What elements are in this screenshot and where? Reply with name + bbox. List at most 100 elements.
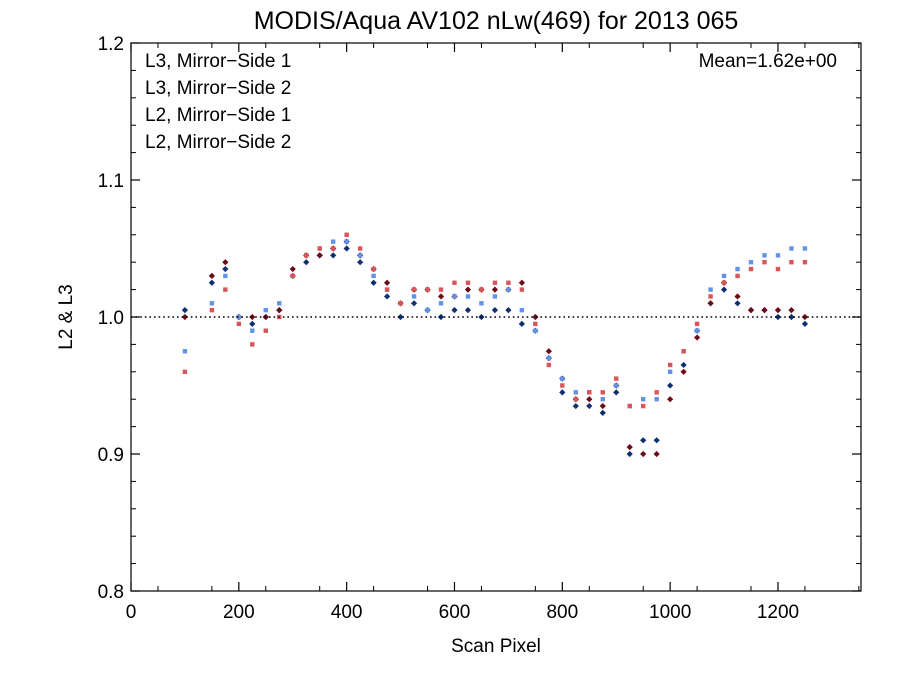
data-point	[640, 403, 646, 409]
data-point	[762, 260, 767, 265]
chart-title: MODIS/Aqua AV102 nLw(469) for 2013 065	[254, 7, 739, 35]
data-point	[223, 287, 228, 292]
data-point	[383, 279, 391, 286]
data-point	[250, 342, 255, 347]
data-point	[411, 294, 417, 299]
data-point	[397, 313, 404, 321]
data-point	[506, 280, 511, 285]
data-point	[276, 307, 283, 314]
data-point	[464, 286, 472, 293]
data-point	[667, 369, 673, 374]
data-point	[465, 294, 471, 299]
data-point	[627, 403, 632, 409]
data-point	[573, 390, 578, 395]
data-point	[560, 383, 565, 388]
data-point	[492, 294, 498, 299]
data-point	[357, 246, 363, 251]
data-point	[303, 259, 310, 266]
tick-labels: 0 200 400 600 800 1000 1200 0.8 0.9 1.0 1.1 1.2	[98, 34, 800, 623]
data-point	[573, 397, 578, 402]
data-point	[371, 273, 376, 279]
data-point	[277, 301, 282, 306]
data-point	[533, 321, 538, 327]
data-point	[344, 239, 349, 244]
data-point	[438, 301, 444, 306]
data-point	[802, 246, 808, 251]
legend-entry-l3-mirror-side-1: L3, Mirror−Side 1	[145, 51, 291, 72]
legend-entry-l2-mirror-side-1: L2, Mirror−Side 1	[145, 105, 291, 126]
x-tick-label: 1200	[757, 602, 799, 623]
data-point	[721, 273, 727, 279]
data-point	[653, 437, 660, 444]
data-point	[411, 287, 417, 292]
data-point	[599, 402, 606, 410]
data-point	[667, 362, 673, 368]
data-point	[599, 409, 606, 417]
data-point	[464, 307, 472, 314]
data-point	[371, 266, 376, 272]
data-point	[304, 253, 309, 258]
data-point	[789, 260, 794, 265]
data-point	[223, 273, 228, 279]
data-point	[317, 246, 322, 251]
data-point	[236, 314, 242, 320]
legend-entry-l2-mirror-side-2: L2, Mirror−Side 2	[145, 132, 291, 153]
x-tick-label: 600	[439, 602, 471, 623]
y-tick-label: 0.8	[98, 582, 124, 603]
data-point	[762, 253, 767, 258]
data-point	[465, 280, 471, 285]
y-tick-label: 1.0	[98, 308, 124, 329]
data-point	[694, 328, 700, 333]
data-point	[344, 232, 349, 237]
data-point	[330, 252, 337, 259]
data-point	[707, 300, 714, 307]
y-tick-label: 1.1	[98, 171, 124, 192]
data-point	[209, 301, 215, 306]
y-tick-label: 0.9	[98, 445, 124, 466]
data-point	[236, 321, 242, 327]
data-point	[370, 279, 377, 286]
data-point	[357, 259, 364, 266]
data-point	[802, 260, 808, 265]
data-point	[383, 293, 391, 300]
data-point	[398, 301, 403, 306]
data-point	[748, 266, 754, 272]
data-point	[735, 266, 740, 272]
data-point	[600, 390, 605, 395]
x-tick-label: 0	[126, 602, 137, 623]
data-point	[614, 376, 619, 381]
data-point	[587, 390, 592, 395]
data-point	[533, 328, 538, 333]
data-point	[586, 402, 593, 410]
data-point	[263, 328, 268, 333]
data-point	[734, 300, 741, 307]
data-point	[182, 369, 188, 374]
data-point	[600, 397, 605, 402]
data-point	[438, 287, 444, 292]
data-point	[654, 390, 659, 395]
data-point	[479, 301, 484, 306]
data-point	[425, 307, 430, 313]
data-point	[788, 307, 795, 314]
data-point	[479, 287, 484, 292]
data-point	[384, 287, 390, 292]
data-point	[289, 265, 296, 273]
data-point	[693, 334, 701, 341]
axis-ticks	[130, 42, 861, 592]
data-point	[640, 397, 646, 402]
data-point	[519, 287, 525, 292]
data-point	[519, 307, 525, 313]
data-point	[694, 321, 700, 327]
mean-annotation: Mean=1.62e+00	[699, 51, 837, 72]
data-point	[721, 280, 727, 285]
data-point	[789, 246, 794, 251]
data-point	[209, 307, 215, 313]
data-point	[560, 376, 565, 381]
data-point	[626, 444, 633, 451]
data-point	[410, 300, 418, 307]
data-point	[330, 246, 336, 251]
data-point	[708, 287, 713, 292]
data-point	[761, 307, 768, 314]
